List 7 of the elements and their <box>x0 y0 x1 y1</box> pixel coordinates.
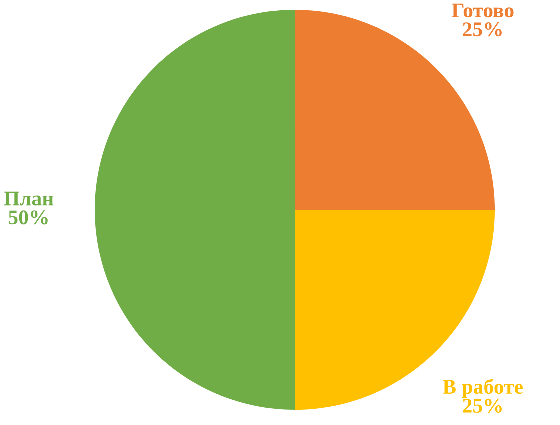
data-label: 25% <box>463 22 502 37</box>
data-label: 25% <box>463 398 502 414</box>
data-label: 50% <box>9 210 48 225</box>
pie-slice <box>95 10 295 410</box>
slice-label: Готово <box>452 4 514 18</box>
slice-label: В работе <box>443 378 523 398</box>
slice-label: План <box>4 192 54 206</box>
